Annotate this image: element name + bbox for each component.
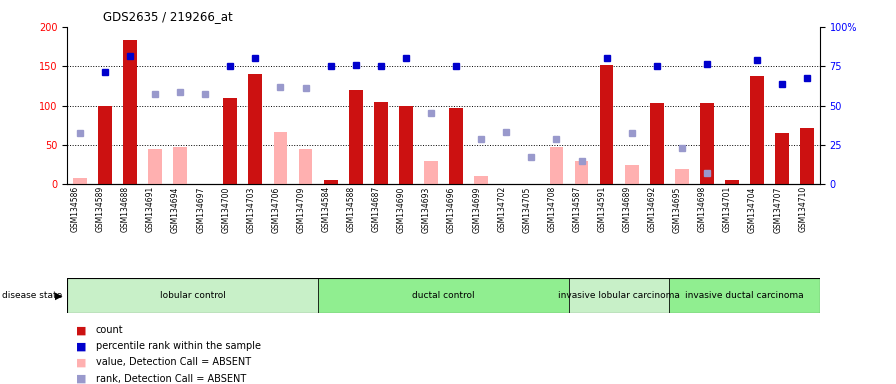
Text: GSM134708: GSM134708 <box>547 186 556 232</box>
Text: value, Detection Call = ABSENT: value, Detection Call = ABSENT <box>96 358 251 367</box>
Text: GSM134586: GSM134586 <box>71 186 80 232</box>
Bar <box>449 108 463 184</box>
Bar <box>650 103 664 184</box>
Text: GSM134687: GSM134687 <box>372 186 381 232</box>
Bar <box>750 76 764 184</box>
Text: GSM134690: GSM134690 <box>397 186 406 233</box>
Text: GSM134697: GSM134697 <box>196 186 205 233</box>
Text: GSM134689: GSM134689 <box>623 186 632 232</box>
Bar <box>374 102 388 184</box>
Bar <box>549 147 564 184</box>
Text: ■: ■ <box>76 374 87 384</box>
Text: lobular control: lobular control <box>159 291 226 300</box>
Text: GDS2635 / 219266_at: GDS2635 / 219266_at <box>103 10 233 23</box>
Bar <box>73 178 87 184</box>
Text: ■: ■ <box>76 325 87 335</box>
Bar <box>323 180 338 184</box>
Text: GSM134705: GSM134705 <box>522 186 531 233</box>
Text: GSM134704: GSM134704 <box>748 186 757 233</box>
Text: GSM134710: GSM134710 <box>798 186 807 232</box>
Text: ■: ■ <box>76 341 87 351</box>
Bar <box>669 278 820 313</box>
Bar <box>725 180 739 184</box>
Bar <box>700 103 714 184</box>
Text: GSM134588: GSM134588 <box>347 186 356 232</box>
Bar <box>474 175 488 184</box>
Bar <box>675 169 689 184</box>
Bar <box>800 127 814 184</box>
Bar <box>223 98 237 184</box>
Text: GSM134703: GSM134703 <box>246 186 255 233</box>
Bar <box>123 40 137 184</box>
Text: disease state: disease state <box>2 291 62 300</box>
Bar <box>248 74 263 184</box>
Text: invasive lobular carcinoma: invasive lobular carcinoma <box>558 291 680 300</box>
Text: GSM134701: GSM134701 <box>723 186 732 232</box>
Text: rank, Detection Call = ABSENT: rank, Detection Call = ABSENT <box>96 374 246 384</box>
Text: GSM134702: GSM134702 <box>497 186 506 232</box>
Bar <box>349 90 363 184</box>
Text: percentile rank within the sample: percentile rank within the sample <box>96 341 261 351</box>
Text: GSM134584: GSM134584 <box>322 186 331 232</box>
Bar <box>399 106 413 184</box>
Bar <box>173 147 187 184</box>
Bar <box>625 165 639 184</box>
Text: GSM134691: GSM134691 <box>146 186 155 232</box>
Bar <box>67 278 318 313</box>
Text: GSM134698: GSM134698 <box>698 186 707 232</box>
Text: GSM134587: GSM134587 <box>573 186 582 232</box>
Text: invasive ductal carcinoma: invasive ductal carcinoma <box>685 291 804 300</box>
Text: GSM134692: GSM134692 <box>648 186 657 232</box>
Bar <box>424 161 438 184</box>
Bar <box>775 133 789 184</box>
Text: GSM134707: GSM134707 <box>773 186 782 233</box>
Bar <box>599 65 614 184</box>
Bar <box>318 278 569 313</box>
Text: GSM134688: GSM134688 <box>121 186 130 232</box>
Bar <box>569 278 669 313</box>
Text: GSM134695: GSM134695 <box>673 186 682 233</box>
Text: ■: ■ <box>76 358 87 367</box>
Bar <box>574 161 589 184</box>
Bar <box>98 106 112 184</box>
Bar <box>273 132 288 184</box>
Bar <box>298 149 313 184</box>
Text: GSM134706: GSM134706 <box>271 186 280 233</box>
Text: count: count <box>96 325 124 335</box>
Text: GSM134591: GSM134591 <box>598 186 607 232</box>
Text: GSM134693: GSM134693 <box>422 186 431 233</box>
Text: ductal control: ductal control <box>412 291 475 300</box>
Text: GSM134696: GSM134696 <box>447 186 456 233</box>
Text: GSM134709: GSM134709 <box>297 186 306 233</box>
Bar <box>148 149 162 184</box>
Text: GSM134699: GSM134699 <box>472 186 481 233</box>
Text: GSM134700: GSM134700 <box>221 186 230 233</box>
Text: ▶: ▶ <box>56 291 63 301</box>
Text: GSM134589: GSM134589 <box>96 186 105 232</box>
Text: GSM134694: GSM134694 <box>171 186 180 233</box>
